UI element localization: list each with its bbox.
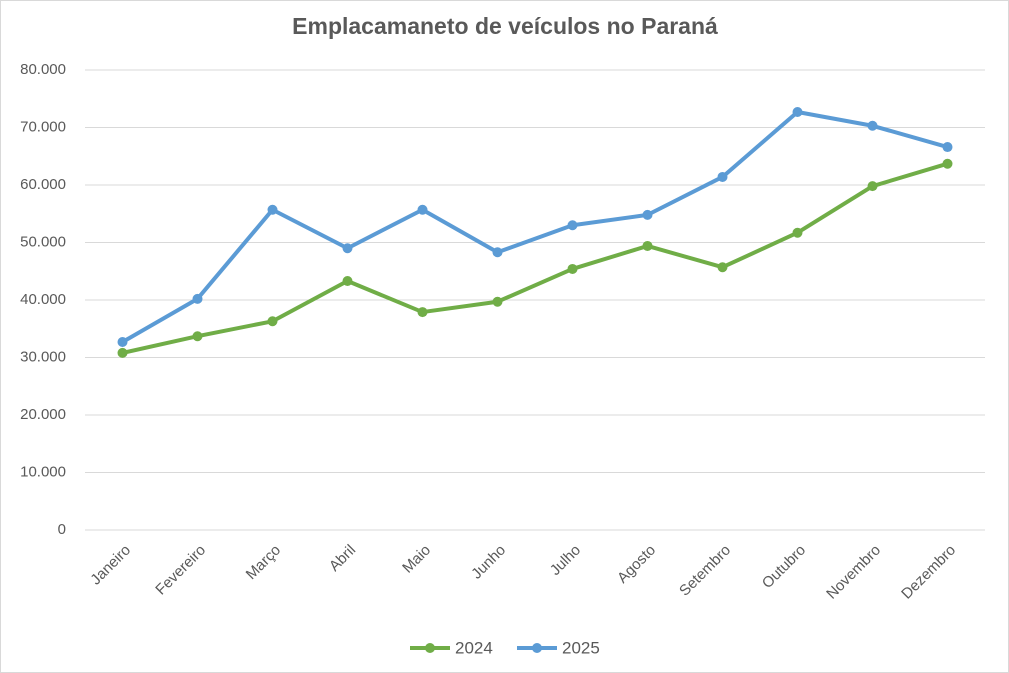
data-point <box>267 204 278 215</box>
data-point <box>192 331 203 342</box>
y-tick-label: 70.000 <box>20 118 66 135</box>
y-tick-label: 20.000 <box>20 406 66 423</box>
data-point <box>567 220 578 231</box>
y-tick-label: 0 <box>58 521 66 538</box>
data-point <box>642 240 653 251</box>
data-point <box>117 336 128 347</box>
data-point <box>267 316 278 327</box>
y-tick-label: 50.000 <box>20 233 66 250</box>
legend-label: 2025 <box>562 638 600 657</box>
data-point <box>867 120 878 131</box>
y-tick-label: 60.000 <box>20 176 66 193</box>
legend-marker <box>425 643 435 653</box>
legend-marker <box>532 643 542 653</box>
data-point <box>567 263 578 274</box>
series-line <box>120 161 950 355</box>
data-point <box>867 181 878 192</box>
data-point <box>492 296 503 307</box>
data-point <box>642 209 653 220</box>
data-point <box>342 276 353 287</box>
data-point <box>942 158 953 169</box>
data-point <box>417 204 428 215</box>
data-point <box>192 293 203 304</box>
data-point <box>342 243 353 254</box>
y-tick-label: 10.000 <box>20 463 66 480</box>
data-point <box>492 247 503 258</box>
data-point <box>792 227 803 238</box>
y-tick-label: 80.000 <box>20 61 66 78</box>
y-tick-label: 30.000 <box>20 348 66 365</box>
chart-title: Emplacamaneto de veículos no Paraná <box>292 13 718 39</box>
series-line <box>120 109 950 344</box>
data-point <box>117 347 128 358</box>
data-point <box>792 106 803 117</box>
data-point <box>417 307 428 318</box>
legend-label: 2024 <box>455 638 493 657</box>
data-point <box>942 142 953 153</box>
y-tick-label: 40.000 <box>20 291 66 308</box>
data-point <box>717 171 728 182</box>
data-point <box>717 262 728 273</box>
